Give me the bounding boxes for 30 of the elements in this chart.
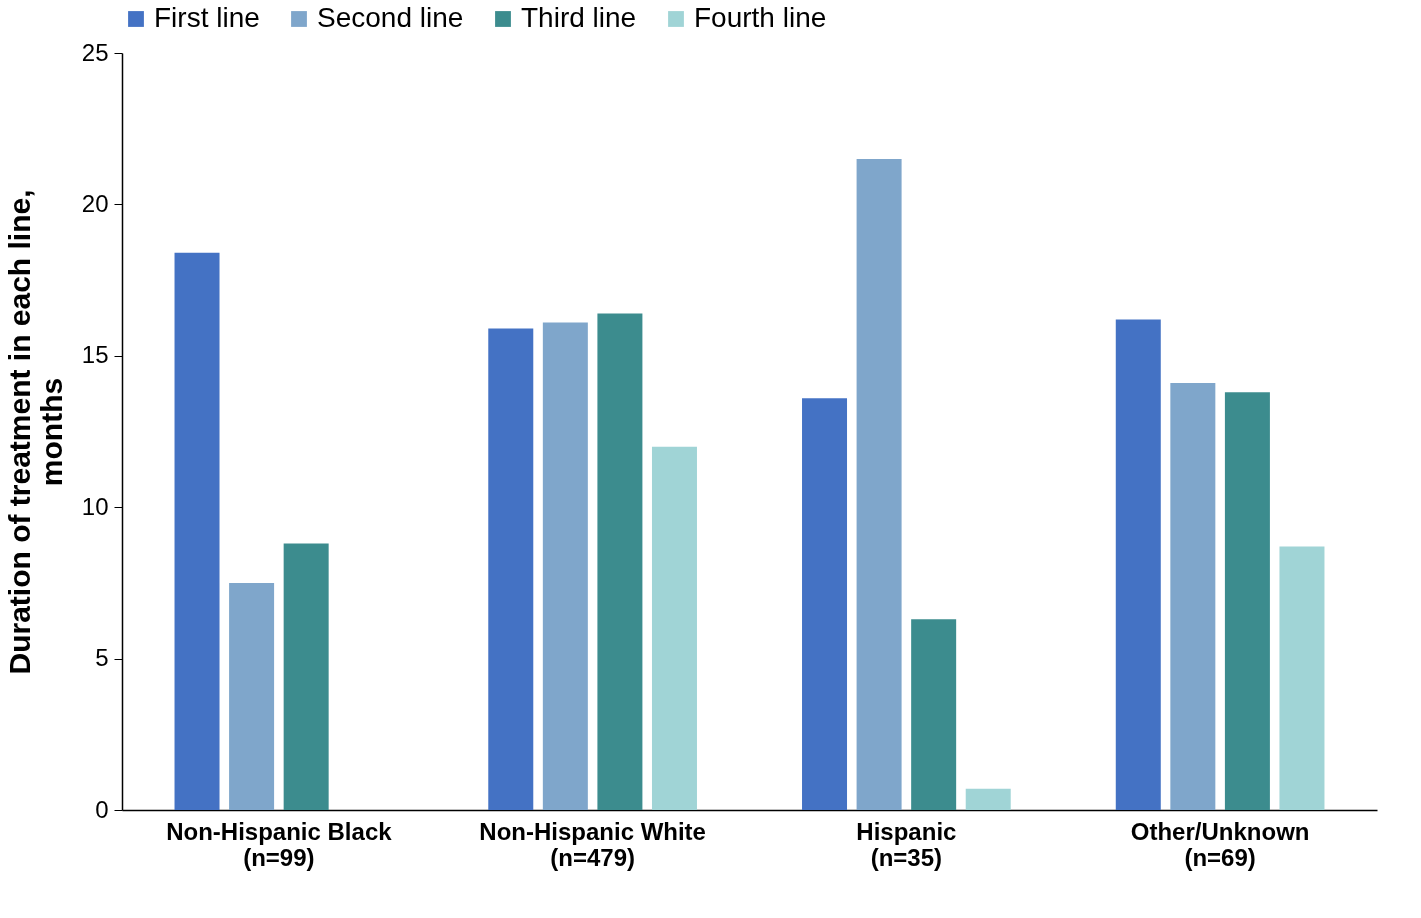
x-tick-label: Non-Hispanic White (n=479) [479, 817, 706, 871]
legend-label: Third line [521, 2, 637, 33]
bar [1170, 383, 1216, 810]
x-tick-label: Non-Hispanic Black (n=99) [166, 817, 393, 871]
y-tick-label: 15 [81, 341, 109, 369]
bar [1115, 319, 1161, 810]
bar [965, 788, 1011, 810]
y-tick-label: 5 [95, 644, 109, 672]
bar [597, 313, 643, 810]
bar [802, 398, 848, 810]
legend-label: Second line [317, 2, 464, 33]
bar [542, 322, 588, 810]
bar [229, 582, 275, 810]
y-tick-label: 20 [81, 189, 109, 217]
x-tick-label: Other/Unknown (n=69) [1130, 817, 1310, 871]
bar [1279, 546, 1325, 810]
y-axis-title: Duration of treatment in each line, months [2, 189, 68, 675]
y-tick-label: 10 [81, 492, 109, 520]
bar [283, 543, 329, 810]
y-tick-label: 25 [81, 38, 109, 66]
y-tick-label: 0 [95, 795, 109, 823]
bar [651, 446, 697, 810]
bar [911, 619, 957, 810]
bar [1224, 392, 1270, 810]
x-tick-label: Hispanic (n=35) [856, 817, 957, 871]
legend-label: Fourth line [694, 2, 827, 33]
bar [856, 158, 902, 810]
legend-label: First line [154, 2, 260, 33]
bar [174, 252, 220, 810]
bar [488, 328, 534, 810]
